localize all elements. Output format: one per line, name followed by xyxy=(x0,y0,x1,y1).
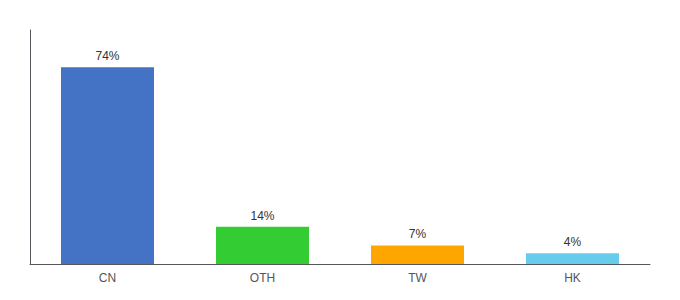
svg-text:OTH: OTH xyxy=(250,271,275,285)
svg-text:CN: CN xyxy=(99,271,116,285)
svg-text:HK: HK xyxy=(564,271,581,285)
svg-text:74%: 74% xyxy=(95,49,119,63)
svg-text:TW: TW xyxy=(408,271,427,285)
svg-text:7%: 7% xyxy=(409,227,427,241)
svg-text:4%: 4% xyxy=(564,235,582,249)
svg-text:14%: 14% xyxy=(250,209,274,223)
